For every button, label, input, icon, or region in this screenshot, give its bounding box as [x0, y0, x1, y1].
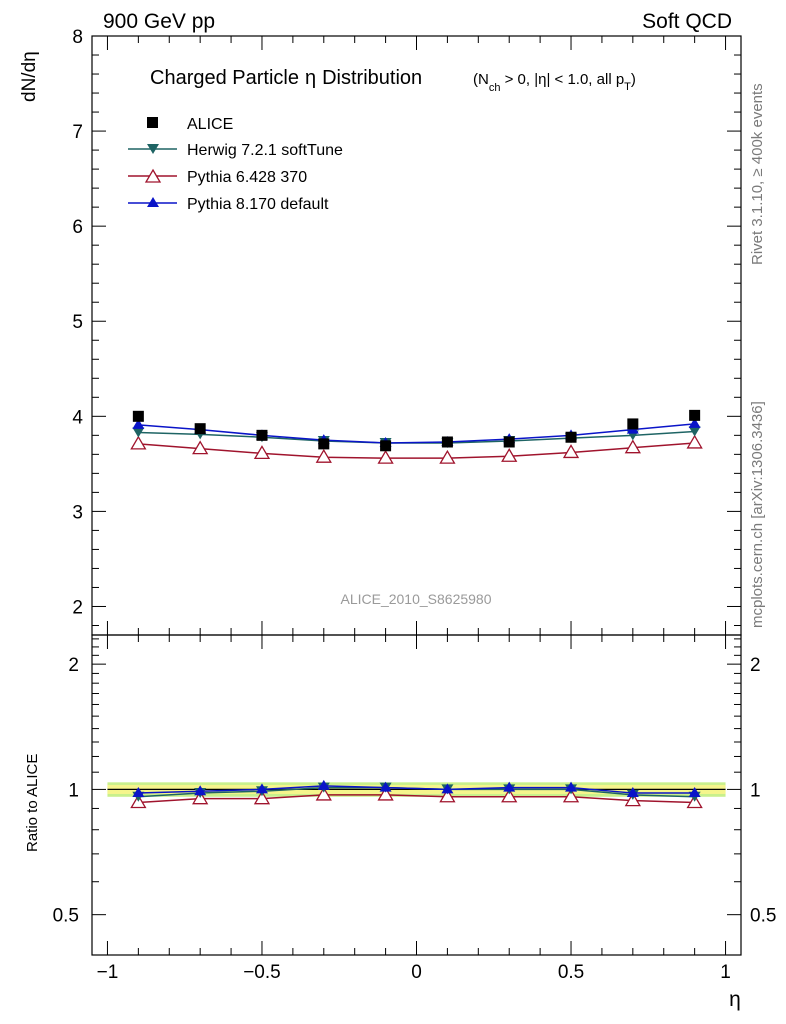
series-line-pythia6 [138, 442, 695, 459]
ratio-ytick-label: 1 [68, 780, 79, 801]
ratio-point-pythia6 [562, 788, 580, 803]
point-herwig [132, 427, 145, 438]
rivet-label: Rivet 3.1.10, ≥ 400k events [749, 83, 766, 265]
legend-entry-pythia8: Pythia 8.170 default [128, 196, 329, 213]
ratio-point-pythia6 [315, 786, 332, 801]
ratio-series-pythia6 [130, 786, 703, 809]
series-line-herwig [138, 430, 695, 444]
legend-label-alice: ALICE [187, 116, 233, 133]
main-series [130, 409, 703, 464]
legend-marker-alice [147, 117, 158, 128]
point-alice [503, 436, 515, 448]
ratio-point-pythia8 [626, 787, 639, 798]
point-pythia8 [132, 418, 145, 429]
point-pythia6 [439, 449, 456, 464]
x-tick-label: 1 [720, 962, 731, 983]
legend-label-pythia6: Pythia 6.428 370 [187, 169, 307, 186]
main-ytick-label: 5 [72, 312, 83, 333]
analysis-watermark: ALICE_2010_S8625980 [340, 591, 491, 607]
ratio-point-pythia8 [194, 785, 207, 796]
ratio-ytick-label: 0.5 [53, 906, 79, 927]
ratio-ytick-label-right: 2 [750, 655, 761, 676]
series-alice [132, 409, 701, 452]
ratio-line-pythia8 [138, 785, 695, 794]
point-pythia6 [130, 435, 147, 450]
point-alice [256, 429, 268, 441]
ratio-ytick-label-right: 1 [750, 780, 761, 801]
point-pythia6 [686, 434, 703, 449]
point-pythia6 [624, 439, 641, 454]
ratio-point-pythia8 [565, 781, 578, 792]
main-ytick-label: 6 [72, 217, 83, 238]
point-alice [132, 410, 144, 422]
x-tick-label: −1 [97, 962, 119, 983]
point-pythia8 [688, 417, 701, 428]
legend-marker-pythia8 [147, 197, 159, 207]
point-herwig [688, 426, 701, 437]
main-ytick-label: 2 [72, 597, 83, 618]
legend-label-herwig: Herwig 7.2.1 softTune [187, 142, 343, 159]
ratio-point-pythia8 [441, 783, 454, 794]
x-axis-label: η [729, 988, 741, 1011]
ratio-frame [91, 634, 742, 956]
series-pythia6 [130, 434, 703, 464]
point-alice [565, 431, 577, 443]
x-tick-label: −0.5 [243, 962, 281, 983]
ratio-point-pythia8 [503, 781, 516, 792]
ratio-point-pythia8 [688, 787, 701, 798]
legend-entry-pythia6: Pythia 6.428 370 [128, 168, 307, 186]
ratio-ytick-label-right: 0.5 [750, 906, 776, 927]
point-pythia6 [253, 445, 271, 460]
series-herwig [132, 426, 701, 448]
mcplots-label: mcplots.cern.ch [arXiv:1306.3436] [749, 401, 766, 628]
ratio-axes: 0.5 0.5 1 1 2 2 −1 −0.5 0 0.5 1 [53, 635, 776, 983]
ratio-line-pythia6 [138, 794, 695, 804]
legend-label-pythia8: Pythia 8.170 default [187, 196, 329, 213]
ratio-ylabel: Ratio to ALICE [24, 754, 41, 852]
ratio-point-pythia8 [255, 783, 268, 794]
header-right: Soft QCD [642, 10, 732, 33]
ratio-point-pythia6 [501, 788, 518, 803]
plot-frames [91, 35, 742, 956]
x-tick-label: 0 [411, 962, 422, 983]
point-alice [194, 423, 206, 435]
ratio-series [130, 779, 703, 809]
point-pythia6 [315, 448, 332, 463]
point-alice [627, 418, 639, 430]
ratio-point-pythia6 [439, 788, 456, 803]
ratio-point-pythia8 [317, 779, 330, 790]
legend-marker-pythia6 [144, 168, 162, 183]
legend: ALICE Herwig 7.2.1 softTune Pythia 6.428… [128, 116, 343, 213]
legend-entry-alice: ALICE [147, 116, 233, 133]
point-pythia6 [501, 447, 518, 462]
legend-entry-herwig: Herwig 7.2.1 softTune [128, 142, 343, 159]
main-ytick-label: 8 [72, 27, 83, 48]
main-ytick-label: 3 [72, 502, 83, 523]
main-ytick-label: 7 [72, 122, 83, 143]
series-line-pythia8 [138, 423, 695, 444]
chart-subtitle: (Nch > 0, |η| < 1.0, all pT) [473, 71, 636, 94]
ratio-series-pythia8 [132, 779, 701, 798]
main-ytick-label: 4 [72, 407, 83, 428]
main-axes: 2 3 4 5 6 7 8 [72, 27, 741, 635]
point-pythia6 [562, 444, 580, 459]
legend-marker-herwig [147, 144, 159, 154]
series-pythia8 [132, 417, 701, 447]
point-pythia6 [192, 440, 209, 455]
ratio-ytick-label: 2 [68, 655, 79, 676]
point-alice [318, 438, 330, 450]
ratio-point-pythia6 [377, 786, 394, 801]
point-pythia6 [377, 449, 394, 464]
x-tick-label: 0.5 [558, 962, 584, 983]
ratio-point-pythia8 [379, 781, 392, 792]
ratio-point-pythia6 [253, 790, 271, 805]
chart-title: Charged Particle η Distribution [150, 67, 422, 89]
point-alice [441, 436, 453, 448]
ratio-point-pythia8 [132, 787, 145, 798]
main-ylabel: dN/dη [19, 51, 40, 102]
point-alice [380, 440, 392, 452]
header-left: 900 GeV pp [103, 10, 215, 33]
point-alice [689, 409, 701, 421]
